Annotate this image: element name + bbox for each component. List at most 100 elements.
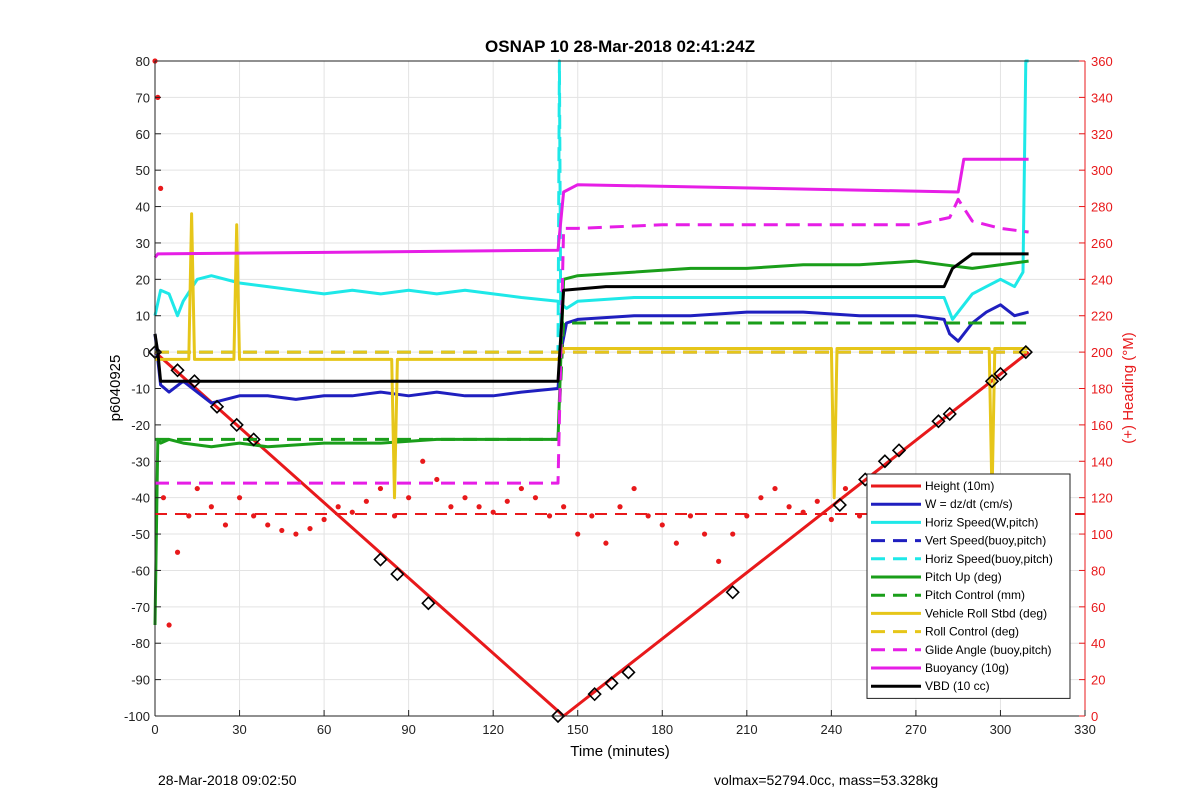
y-tick-label: 80: [136, 54, 150, 69]
legend-label: Buoyancy (10g): [925, 661, 1009, 675]
dive-marker: [209, 399, 225, 414]
y-tick-label: -100: [124, 709, 150, 724]
y2-axis-label: (+) Heading (°M): [1120, 332, 1137, 443]
dive-marker: [373, 552, 388, 567]
y-tick-label: -70: [131, 600, 150, 615]
legend-label: W = dz/dt (cm/s): [925, 497, 1013, 511]
heading-point: [603, 540, 609, 546]
heading-point: [758, 495, 764, 501]
y2-tick-label: 300: [1091, 163, 1113, 178]
legend-label: Roll Control (deg): [925, 625, 1019, 639]
x-tick-label: 300: [990, 722, 1012, 737]
y2-tick-label: 60: [1091, 600, 1105, 615]
heading-point: [462, 495, 468, 501]
heading-point: [673, 540, 679, 546]
dive-marker: [421, 596, 436, 611]
dive-marker: [621, 665, 636, 680]
heading-point: [687, 513, 694, 519]
y-tick-label: 30: [136, 236, 150, 251]
dive-marker: [390, 566, 405, 582]
heading-point: [504, 498, 510, 504]
heading-point: [222, 522, 229, 528]
dive-marker: [725, 585, 740, 600]
y-axis-label: p6040925: [107, 355, 124, 422]
legend-box: [866, 473, 1071, 699]
dive-marker: [246, 432, 261, 447]
y2-tick-label: 40: [1091, 636, 1105, 651]
x-axis-label: Time (minutes): [570, 743, 669, 760]
legend-label: Pitch Up (deg): [925, 570, 1002, 584]
dive-marker: [891, 443, 907, 458]
heading-point: [160, 495, 167, 501]
heading-point: [279, 527, 285, 534]
y2-tick-label: 100: [1091, 527, 1113, 542]
x-tick-label: 150: [567, 722, 589, 737]
heading-point: [335, 504, 341, 510]
heading-point: [377, 485, 384, 492]
y2-tick-label: 280: [1091, 200, 1113, 215]
heading-point: [575, 531, 581, 537]
dive-marker: [942, 406, 957, 422]
y2-tick-label: 80: [1091, 563, 1105, 578]
x-tick-label: 180: [651, 722, 673, 737]
heading-point: [265, 522, 271, 528]
y-tick-label: 20: [136, 272, 150, 287]
legend-label: Horiz Speed(W,pitch): [925, 515, 1038, 529]
heading-point: [349, 509, 355, 515]
x-tick-label: 330: [1074, 722, 1096, 737]
heading-point: [186, 513, 192, 519]
legend: Height (10m) W = dz/dt (cm/s) Horiz Speed(…: [866, 473, 1071, 699]
y-tick-label: -30: [131, 454, 150, 469]
heading-point: [546, 513, 553, 519]
y-tick-label: 40: [136, 200, 150, 215]
heading-point: [307, 525, 313, 532]
y-tick-label: -90: [131, 673, 150, 688]
heading-point: [194, 485, 200, 492]
y2-tick-label: 180: [1091, 382, 1113, 397]
dive-marker: [170, 363, 185, 378]
dive-marker: [550, 708, 566, 724]
series-line: [155, 321, 1029, 441]
y-tick-label: 70: [136, 90, 150, 105]
dive-marker: [587, 687, 602, 702]
y-tick-label: 0: [143, 345, 150, 360]
y2-tick-label: 240: [1091, 272, 1113, 287]
chart-title: OSNAP 10 28-Mar-2018 02:41:24Z: [485, 37, 755, 56]
x-tick-label: 270: [905, 722, 927, 737]
y-tick-label: -50: [131, 527, 150, 542]
y-tick-label: -10: [131, 382, 150, 397]
axes: 0 30 60 90 120 150 180 210 240 270 300 330-100-90-8…: [124, 54, 1113, 737]
dive-marker: [931, 414, 946, 429]
x-tick-label: 30: [232, 722, 246, 737]
heading-point: [532, 495, 539, 501]
heading-point: [617, 504, 623, 510]
y-tick-label: -60: [131, 563, 150, 578]
dive-marker: [993, 366, 1008, 382]
series-line: [155, 212, 1029, 500]
heading-point: [236, 495, 243, 501]
x-tick-label: 120: [482, 722, 504, 737]
y2-tick-label: 260: [1091, 236, 1113, 251]
y2-tick-label: 320: [1091, 127, 1113, 142]
y2-tick-label: 200: [1091, 345, 1113, 360]
heading-point: [321, 516, 327, 523]
y-tick-label: -80: [131, 636, 150, 651]
y2-tick-label: 140: [1091, 454, 1113, 469]
y-tick-label: 50: [136, 163, 150, 178]
dive-marker: [984, 374, 1000, 389]
legend-label: Glide Angle (buoy,pitch): [925, 643, 1052, 657]
heading-point: [166, 622, 172, 628]
legend-label: Vehicle Roll Stbd (deg): [925, 606, 1047, 620]
y2-tick-label: 340: [1091, 90, 1113, 105]
series-line: [153, 157, 1029, 259]
heading-point: [420, 458, 426, 464]
y-tick-label: -20: [131, 418, 150, 433]
x-tick-label: 210: [736, 722, 758, 737]
y-tick-label: 60: [136, 127, 150, 142]
heading-point: [476, 504, 482, 510]
heading-point: [448, 504, 454, 510]
dive-marker: [1018, 344, 1033, 360]
legend-label: Height (10m): [925, 479, 994, 493]
dive-marker: [832, 497, 847, 513]
